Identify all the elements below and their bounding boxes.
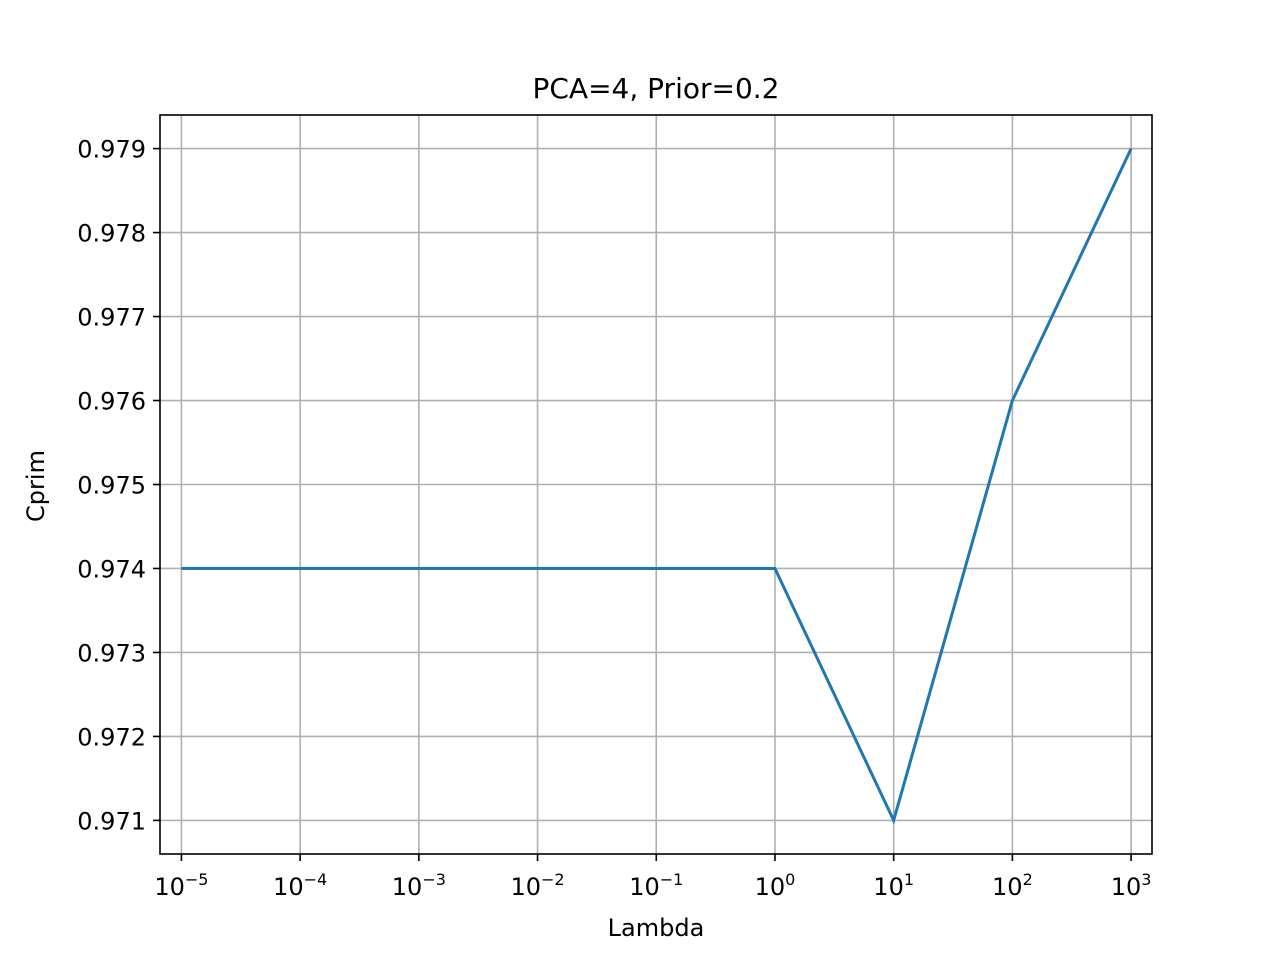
y-axis-label: Cprim <box>22 450 50 522</box>
x-tick-label: 10−5 <box>154 870 208 901</box>
x-tick-label: 102 <box>992 870 1033 901</box>
y-tick-label: 0.973 <box>77 639 146 667</box>
x-axis-label: Lambda <box>608 914 705 942</box>
y-tick-label: 0.978 <box>77 220 146 248</box>
chart-title: PCA=4, Prior=0.2 <box>533 72 780 105</box>
y-tick-label: 0.971 <box>77 807 146 835</box>
y-tick-label: 0.976 <box>77 388 146 416</box>
y-tick-label: 0.977 <box>77 304 146 332</box>
x-tick-label: 101 <box>873 870 914 901</box>
y-tick-layer: 0.971 0.972 0.973 0.974 0.975 0.976 0.977 0.978… <box>77 136 160 835</box>
y-tick-label: 0.975 <box>77 472 146 500</box>
x-tick-layer: 10−5 10−4 10−3 10−2 10−1 100 101 102 103 <box>154 854 1151 901</box>
series-line <box>181 147 1133 825</box>
line-layer <box>181 147 1133 825</box>
x-tick-label: 103 <box>1111 870 1152 901</box>
y-tick-label: 0.972 <box>77 723 146 751</box>
y-tick-label: 0.979 <box>77 136 146 164</box>
y-tick-label: 0.974 <box>77 555 146 583</box>
x-tick-label: 10−4 <box>273 870 327 901</box>
x-tick-label: 10−3 <box>392 870 446 901</box>
x-tick-label: 10−1 <box>629 870 683 901</box>
grid-layer <box>160 115 1152 854</box>
x-tick-label: 100 <box>755 870 796 901</box>
x-tick-label: 10−2 <box>510 870 564 901</box>
